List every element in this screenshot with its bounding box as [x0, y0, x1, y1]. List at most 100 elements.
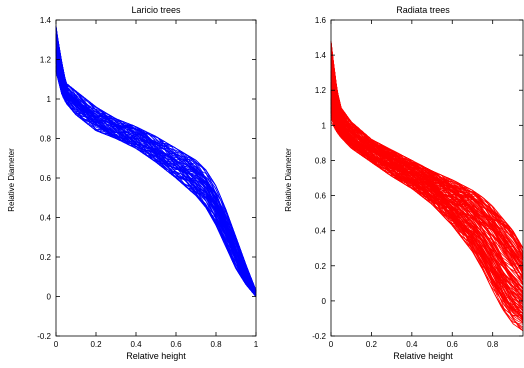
laricio-y-tick-label: 1.2: [40, 56, 52, 65]
laricio-curve: [55, 42, 257, 297]
laricio-curve: [55, 48, 257, 293]
radiata-x-tick-label: 0.8: [487, 340, 499, 349]
radiata-curve: [330, 59, 524, 265]
laricio-curve: [55, 62, 257, 293]
laricio-curve: [55, 68, 257, 292]
laricio-x-tick-label: 0.2: [90, 340, 102, 349]
radiata-x-tick-label: 0.4: [406, 340, 418, 349]
laricio-y-tick-label: 0.2: [40, 253, 52, 262]
laricio-ticks: 0 0.2 0.4 0.6 0.8 1-0.200.20.40.60.811.21.4: [37, 16, 259, 349]
radiata-y-tick-label: 0: [322, 297, 327, 306]
laricio-curve: [55, 34, 257, 297]
laricio-ylabel: Relative Diameter: [7, 148, 16, 212]
laricio-y-tick-label: 1: [47, 95, 52, 104]
laricio-curve: [55, 60, 257, 291]
laricio-x-tick-label: 0.8: [210, 340, 222, 349]
laricio-curve: [55, 48, 257, 293]
radiata-y-tick-label: 1.6: [315, 16, 327, 25]
laricio-curve: [55, 41, 257, 297]
laricio-curve: [55, 47, 257, 297]
laricio-y-tick-label: -0.2: [37, 332, 51, 341]
laricio-curve: [55, 65, 257, 295]
laricio-y-tick-label: 0.4: [40, 214, 52, 223]
radiata-xlabel: Relative height: [393, 351, 453, 361]
radiata-ticks: 0 0.2 0.4 0.6 0.8-0.200.20.40.60.811.21.41.6: [312, 16, 523, 349]
laricio-curve: [55, 57, 257, 291]
laricio-curve: [55, 37, 257, 291]
laricio-curve: [55, 26, 257, 293]
radiata-x-tick-label: 0: [329, 340, 334, 349]
laricio-curve: [55, 62, 257, 291]
laricio-curve: [55, 33, 257, 297]
radiata-curve: [330, 41, 524, 249]
laricio-curve: [55, 33, 257, 297]
radiata-panel: Radiata trees Relative Diameter Relative…: [284, 5, 524, 361]
laricio-curve: [55, 25, 257, 291]
radiata-curves: [330, 41, 524, 332]
radiata-curve: [330, 51, 524, 267]
laricio-curve: [55, 51, 257, 297]
laricio-curve: [55, 56, 257, 297]
radiata-y-tick-label: 1: [322, 121, 327, 130]
laricio-title: Laricio trees: [131, 5, 181, 15]
laricio-curve: [55, 48, 257, 291]
radiata-curve: [330, 75, 524, 281]
laricio-curve: [55, 62, 257, 291]
laricio-curve: [55, 54, 257, 291]
laricio-y-tick-label: 0.6: [40, 174, 52, 183]
radiata-y-tick-label: 0.6: [315, 192, 327, 201]
laricio-curve: [55, 37, 257, 297]
radiata-curve: [330, 56, 524, 274]
laricio-curve: [55, 45, 257, 295]
radiata-x-tick-label: 0.6: [447, 340, 459, 349]
laricio-curve: [55, 33, 257, 297]
radiata-y-tick-label: 1.4: [315, 51, 327, 60]
radiata-curve: [330, 60, 524, 271]
laricio-curve: [55, 39, 257, 296]
radiata-curve: [330, 46, 524, 254]
radiata-curve: [330, 82, 524, 296]
radiata-y-tick-label: -0.2: [312, 332, 326, 341]
laricio-curve: [55, 34, 257, 296]
laricio-panel: Laricio trees Relative Diameter Relative…: [7, 5, 259, 361]
radiata-y-tick-label: 1.2: [315, 86, 327, 95]
laricio-curve: [55, 51, 257, 291]
laricio-curve: [55, 61, 257, 297]
laricio-y-tick-label: 0: [47, 293, 52, 302]
laricio-curve: [55, 68, 257, 291]
laricio-curve: [55, 49, 257, 297]
radiata-title: Radiata trees: [396, 5, 450, 15]
laricio-curve: [55, 52, 257, 291]
laricio-curve: [55, 60, 257, 297]
radiata-curve: [330, 42, 524, 258]
laricio-curve: [55, 61, 257, 297]
laricio-y-tick-label: 1.4: [40, 16, 52, 25]
laricio-curve: [55, 61, 257, 291]
laricio-xlabel: Relative height: [126, 351, 186, 361]
laricio-x-tick-label: 1: [254, 340, 259, 349]
radiata-curve: [330, 60, 524, 270]
laricio-curve: [55, 50, 257, 297]
laricio-curve: [55, 41, 257, 291]
laricio-curve: [55, 49, 257, 297]
laricio-curve: [55, 57, 257, 293]
laricio-y-tick-label: 0.8: [40, 135, 52, 144]
radiata-curve: [330, 85, 524, 297]
laricio-x-tick-label: 0.6: [170, 340, 182, 349]
radiata-curve: [330, 107, 524, 320]
laricio-curve: [55, 51, 257, 297]
laricio-curve: [55, 43, 257, 294]
laricio-curve: [55, 41, 257, 291]
laricio-curve: [55, 59, 257, 297]
laricio-axes-box: [55, 19, 257, 337]
laricio-curve: [55, 60, 257, 297]
radiata-curve: [330, 103, 524, 314]
radiata-x-tick-label: 0.2: [366, 340, 378, 349]
radiata-curve: [330, 90, 524, 298]
radiata-y-tick-label: 0.2: [315, 262, 327, 271]
laricio-curve: [55, 51, 257, 297]
laricio-x-tick-label: 0: [54, 340, 59, 349]
radiata-curve: [330, 84, 524, 301]
laricio-curves: [55, 25, 257, 297]
